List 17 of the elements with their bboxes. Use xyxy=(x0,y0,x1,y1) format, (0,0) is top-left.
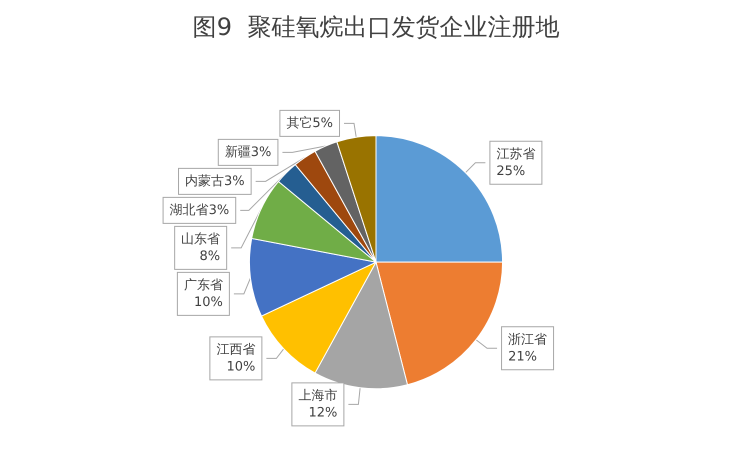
data-label: 25% xyxy=(496,164,526,179)
slice-label: 广东省 xyxy=(184,278,223,293)
data-label: 8% xyxy=(200,248,220,264)
data-label: 12% xyxy=(308,405,338,420)
data-label: 10% xyxy=(226,359,256,374)
slice-label: 新疆3% xyxy=(224,144,272,160)
slice-label: 山东省 xyxy=(181,232,220,247)
chart-title: 图9 聚硅氧烷出口发货企业注册地 xyxy=(192,13,560,41)
slice-label: 其它5% xyxy=(286,114,334,131)
slice-label: 浙江省 xyxy=(508,332,548,348)
data-label: 21% xyxy=(508,349,537,364)
slice-label: 江西省 xyxy=(216,342,256,358)
slice-label: 湖北省3% xyxy=(170,202,230,218)
data-label: 10% xyxy=(194,294,223,310)
slice-label: 江苏省 xyxy=(496,146,536,162)
slice-label: 内蒙古3% xyxy=(185,174,245,189)
slice-label: 上海市 xyxy=(298,388,338,404)
